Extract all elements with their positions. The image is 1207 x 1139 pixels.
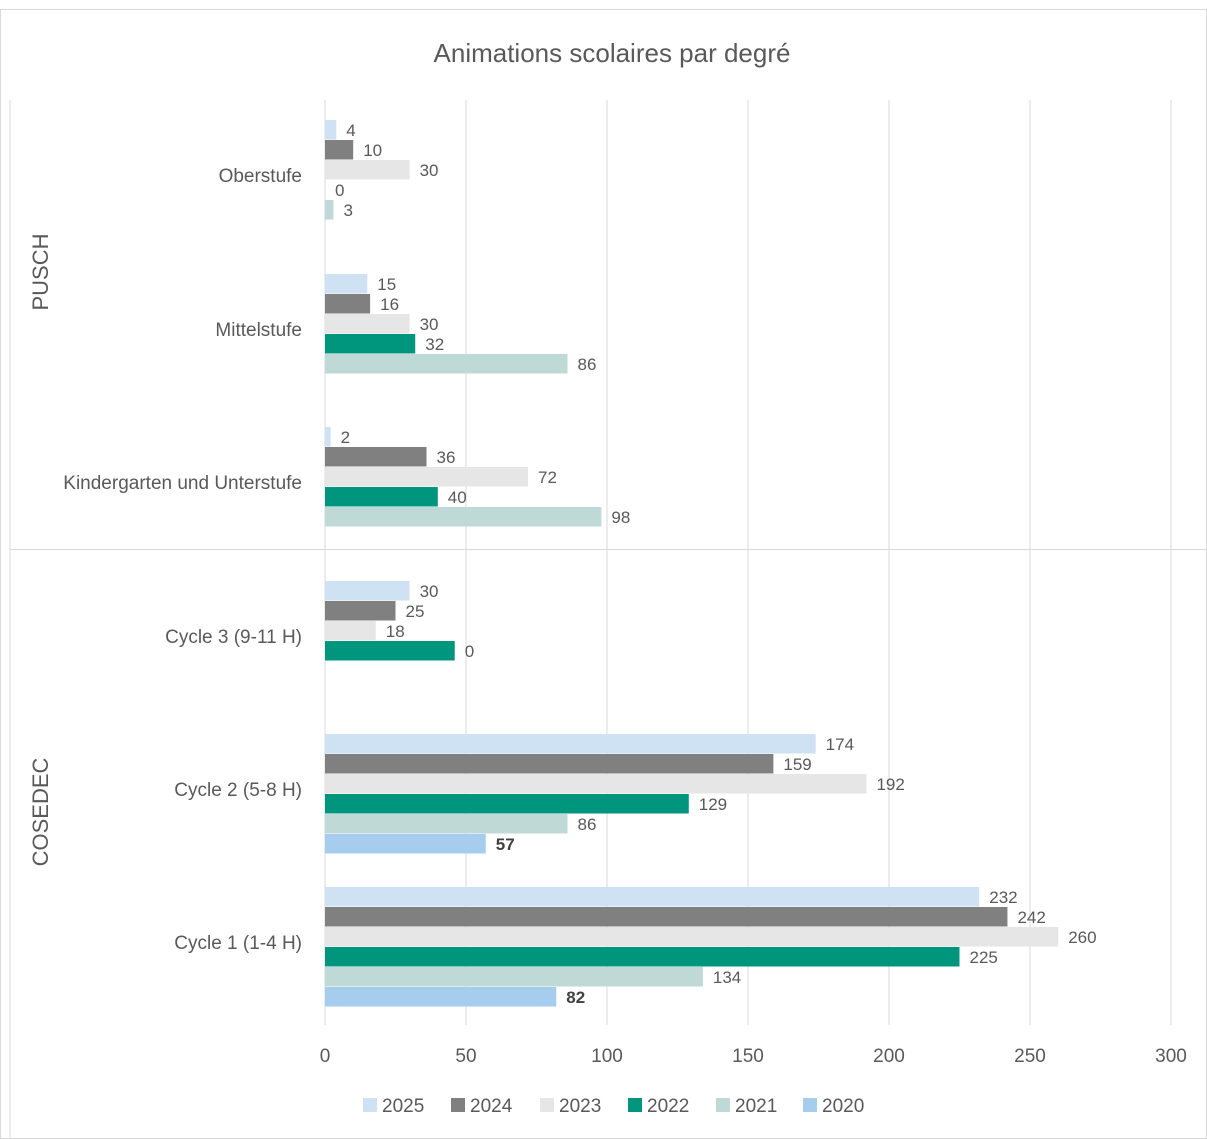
data-label-2023-cat-3: 18	[386, 622, 405, 641]
x-tick-150: 150	[732, 1046, 764, 1067]
data-label-2021-cat-1: 86	[578, 355, 597, 374]
legend-swatch-2023	[540, 1098, 554, 1112]
x-tick-250: 250	[1014, 1046, 1046, 1067]
bar-2022-cat-1	[325, 334, 416, 354]
category-label-5: Cycle 1 (1-4 H)	[174, 933, 302, 954]
data-label-2024-cat-2: 36	[437, 448, 456, 467]
bar-2024-cat-1	[325, 294, 371, 314]
data-label-2021-cat-0: 3	[343, 201, 352, 220]
data-label-2021-cat-2: 98	[611, 508, 630, 527]
data-label-2022-cat-4: 129	[699, 795, 727, 814]
data-label-2024-cat-1: 16	[380, 295, 399, 314]
bar-2021-cat-0	[325, 200, 334, 220]
bar-2022-cat-5	[325, 947, 960, 967]
data-label-2024-cat-3: 25	[406, 602, 425, 621]
legend-label-2021: 2021	[735, 1096, 777, 1117]
legend-label-2022: 2022	[647, 1096, 689, 1117]
data-label-2025-cat-0: 4	[346, 121, 355, 140]
data-label-2022-cat-5: 225	[970, 948, 998, 967]
data-label-2025-cat-4: 174	[826, 735, 854, 754]
bar-2024-cat-0	[325, 140, 354, 160]
legend-swatch-2022	[628, 1098, 642, 1112]
legend-label-2024: 2024	[470, 1096, 513, 1117]
bar-2022-cat-3	[325, 641, 455, 661]
group-label-pusch: PUSCH	[28, 233, 53, 310]
category-label-2: Kindergarten und Unterstufe	[63, 473, 302, 494]
bar-2025-cat-5	[325, 887, 980, 907]
data-label-2023-cat-2: 72	[538, 468, 557, 487]
data-label-2023-cat-1: 30	[420, 315, 439, 334]
bar-2022-cat-4	[325, 794, 689, 814]
data-label-2023-cat-4: 192	[876, 775, 904, 794]
category-label-0: Oberstufe	[219, 166, 302, 187]
legend-label-2023: 2023	[559, 1096, 601, 1117]
legend-swatch-2025	[363, 1098, 377, 1112]
data-label-2025-cat-5: 232	[989, 888, 1017, 907]
data-label-2021-cat-4: 86	[578, 815, 597, 834]
data-label-2022-cat-3: 0	[465, 642, 474, 661]
bar-2021-cat-1	[325, 354, 568, 374]
data-label-2025-cat-1: 15	[377, 275, 396, 294]
data-label-2024-cat-0: 10	[363, 141, 382, 160]
data-label-2023-cat-0: 30	[420, 161, 439, 180]
x-tick-100: 100	[591, 1046, 623, 1067]
bar-2020-cat-4	[325, 834, 486, 854]
category-label-1: Mittelstufe	[215, 320, 302, 341]
legend-label-2025: 2025	[382, 1096, 424, 1117]
bar-2024-cat-2	[325, 447, 427, 467]
bar-2025-cat-0	[325, 120, 337, 140]
legend-swatch-2024	[451, 1098, 465, 1112]
category-label-3: Cycle 3 (9-11 H)	[165, 627, 302, 648]
category-label-4: Cycle 2 (5-8 H)	[174, 780, 302, 801]
x-tick-50: 50	[455, 1046, 476, 1067]
x-tick-0: 0	[320, 1046, 331, 1067]
bar-2025-cat-1	[325, 274, 368, 294]
data-label-2020-cat-5: 82	[566, 988, 585, 1007]
data-label-2025-cat-2: 2	[341, 428, 350, 447]
bar-2021-cat-4	[325, 814, 568, 834]
bar-2025-cat-3	[325, 581, 410, 601]
bar-2024-cat-4	[325, 754, 774, 774]
legend-swatch-2021	[716, 1098, 730, 1112]
data-label-2022-cat-0: 0	[335, 181, 344, 200]
bar-2022-cat-2	[325, 487, 438, 507]
legend-swatch-2020	[803, 1098, 817, 1112]
data-label-2020-cat-4: 57	[496, 835, 515, 854]
bar-2023-cat-3	[325, 621, 376, 641]
bar-2023-cat-1	[325, 314, 410, 334]
bar-2023-cat-5	[325, 927, 1059, 947]
bar-2024-cat-3	[325, 601, 396, 621]
bar-2020-cat-5	[325, 987, 557, 1007]
legend-label-2020: 2020	[822, 1096, 864, 1117]
chart-title: Animations scolaires par degré	[434, 38, 791, 68]
data-label-2022-cat-2: 40	[448, 488, 467, 507]
group-label-cosedec: COSEDEC	[28, 757, 53, 866]
bar-2023-cat-0	[325, 160, 410, 180]
data-label-2022-cat-1: 32	[425, 335, 444, 354]
data-label-2021-cat-5: 134	[713, 968, 741, 987]
bar-2025-cat-4	[325, 734, 816, 754]
bar-2023-cat-4	[325, 774, 867, 794]
data-label-2025-cat-3: 30	[420, 582, 439, 601]
bar-2021-cat-5	[325, 967, 703, 987]
bar-2024-cat-5	[325, 907, 1008, 927]
x-tick-200: 200	[873, 1046, 905, 1067]
data-label-2024-cat-4: 159	[783, 755, 811, 774]
bar-2023-cat-2	[325, 467, 529, 487]
bar-2021-cat-2	[325, 507, 602, 527]
data-label-2024-cat-5: 242	[1017, 908, 1045, 927]
data-label-2023-cat-5: 260	[1068, 928, 1096, 947]
x-tick-300: 300	[1155, 1046, 1187, 1067]
bar-2025-cat-2	[325, 427, 331, 447]
